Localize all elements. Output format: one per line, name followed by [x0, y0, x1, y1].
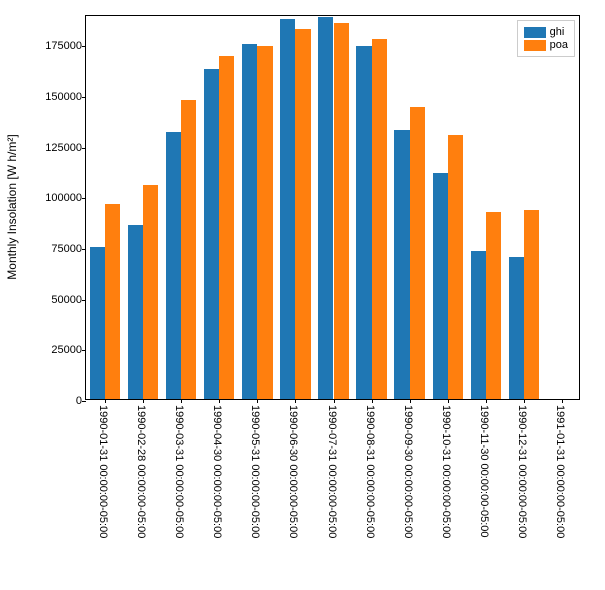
- y-tick-label: 25000: [27, 344, 82, 356]
- x-tick-mark: [334, 399, 335, 403]
- x-tick-label: 1990-10-31 00:00:00-05:00: [440, 405, 452, 538]
- y-tick-label: 150000: [27, 91, 82, 103]
- x-tick-mark: [295, 399, 296, 403]
- x-tick-mark: [143, 399, 144, 403]
- x-tick-label: 1990-11-30 00:00:00-05:00: [478, 405, 490, 538]
- y-tick-mark: [82, 401, 86, 402]
- bar-poa: [295, 29, 310, 399]
- legend-label: poa: [550, 39, 568, 51]
- y-tick-label: 0: [27, 395, 82, 407]
- x-tick-mark: [486, 399, 487, 403]
- bar-ghi: [280, 19, 295, 399]
- x-tick-mark: [524, 399, 525, 403]
- x-tick-mark: [181, 399, 182, 403]
- bar-ghi: [242, 44, 257, 399]
- bar-poa: [143, 185, 158, 399]
- x-tick-label: 1990-08-31 00:00:00-05:00: [364, 405, 376, 538]
- y-tick-mark: [82, 46, 86, 47]
- bar-ghi: [509, 257, 524, 399]
- y-tick-mark: [82, 97, 86, 98]
- bar-ghi: [318, 17, 333, 399]
- legend-swatch: [524, 40, 546, 51]
- y-tick-mark: [82, 198, 86, 199]
- x-tick-label: 1990-06-30 00:00:00-05:00: [287, 405, 299, 538]
- bar-poa: [410, 107, 425, 399]
- bar-ghi: [356, 46, 371, 399]
- y-tick-label: 75000: [27, 243, 82, 255]
- bar-poa: [486, 212, 501, 399]
- y-tick-label: 50000: [27, 294, 82, 306]
- bar-ghi: [204, 69, 219, 399]
- chart-area: 0250005000075000100000125000150000175000…: [85, 15, 580, 400]
- bar-poa: [372, 39, 387, 399]
- bar-poa: [257, 46, 272, 399]
- legend-item-poa: poa: [524, 39, 568, 51]
- x-tick-label: 1991-01-31 00:00:00-05:00: [554, 405, 566, 538]
- x-tick-label: 1990-12-31 00:00:00-05:00: [516, 405, 528, 538]
- bar-ghi: [471, 251, 486, 399]
- bar-poa: [448, 135, 463, 399]
- x-tick-label: 1990-01-31 00:00:00-05:00: [97, 405, 109, 538]
- y-tick-mark: [82, 350, 86, 351]
- bar-poa: [334, 23, 349, 399]
- bar-ghi: [166, 132, 181, 399]
- y-tick-mark: [82, 249, 86, 250]
- y-tick-label: 100000: [27, 192, 82, 204]
- bar-poa: [524, 210, 539, 399]
- bar-ghi: [433, 173, 448, 399]
- bar-poa: [105, 204, 120, 399]
- x-tick-mark: [410, 399, 411, 403]
- x-tick-label: 1990-05-31 00:00:00-05:00: [249, 405, 261, 538]
- x-tick-mark: [372, 399, 373, 403]
- x-tick-mark: [257, 399, 258, 403]
- x-tick-label: 1990-09-30 00:00:00-05:00: [402, 405, 414, 538]
- legend-item-ghi: ghi: [524, 26, 568, 38]
- x-tick-mark: [448, 399, 449, 403]
- y-axis-label: Monthly Insolation [W h/m²]: [5, 134, 19, 279]
- legend-swatch: [524, 27, 546, 38]
- x-tick-mark: [219, 399, 220, 403]
- bar-poa: [181, 100, 196, 399]
- bar-ghi: [128, 225, 143, 399]
- y-tick-mark: [82, 300, 86, 301]
- x-tick-label: 1990-03-31 00:00:00-05:00: [173, 405, 185, 538]
- x-tick-mark: [105, 399, 106, 403]
- y-tick-mark: [82, 148, 86, 149]
- x-tick-label: 1990-04-30 00:00:00-05:00: [211, 405, 223, 538]
- y-tick-label: 175000: [27, 40, 82, 52]
- bar-poa: [219, 56, 234, 399]
- x-tick-label: 1990-07-31 00:00:00-05:00: [326, 405, 338, 538]
- bar-ghi: [394, 130, 409, 400]
- legend-label: ghi: [550, 26, 565, 38]
- x-tick-mark: [562, 399, 563, 403]
- legend: ghipoa: [517, 20, 575, 57]
- y-tick-label: 125000: [27, 142, 82, 154]
- x-tick-label: 1990-02-28 00:00:00-05:00: [135, 405, 147, 538]
- bar-ghi: [90, 247, 105, 399]
